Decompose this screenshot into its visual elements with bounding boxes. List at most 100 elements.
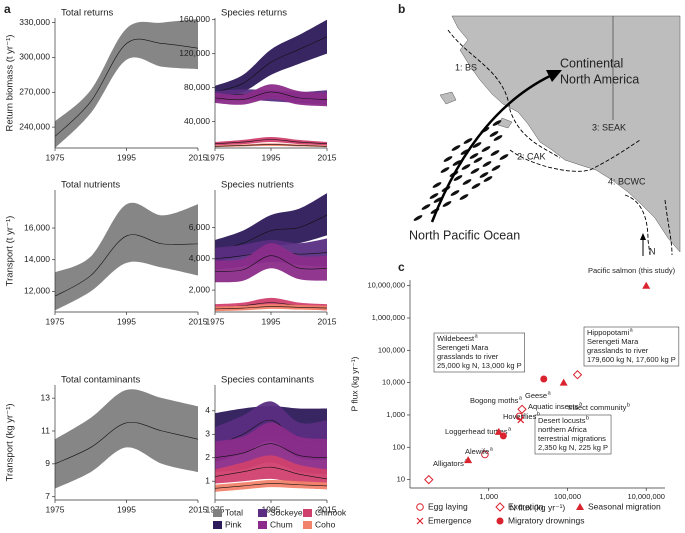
legend-marker xyxy=(576,503,584,510)
region-boundary xyxy=(509,139,641,172)
point-detail: northern Africa xyxy=(538,425,588,434)
y-tick-label: 13 xyxy=(41,392,51,402)
y-axis-label: Transport (kg yr⁻¹) xyxy=(5,403,16,481)
x-tick-label: 1975 xyxy=(46,504,65,514)
point xyxy=(642,281,651,289)
point-detail: terrestrial migrations xyxy=(538,434,606,443)
point-note: a xyxy=(579,401,583,407)
y-tick-label: 300,000 xyxy=(19,52,50,62)
legend-label: Seasonal migration xyxy=(588,501,661,511)
region-label: 4: BCWC xyxy=(608,176,646,186)
uncertainty-band xyxy=(215,422,327,475)
x-tick-label: 1975 xyxy=(46,316,65,326)
y-tick-label: 160,000 xyxy=(179,14,210,24)
legend-marker xyxy=(416,503,424,511)
point-detail: grasslands to river xyxy=(437,352,499,361)
north-label: N xyxy=(649,246,656,256)
y-tick-label: 11 xyxy=(41,425,50,435)
x-tick-label: 2015 xyxy=(318,316,337,326)
plot-area xyxy=(215,193,327,312)
point-label: Pacific salmon (this study) xyxy=(588,266,676,275)
fish xyxy=(450,190,460,196)
x-axis-label: N flux (kg yr⁻¹) xyxy=(510,502,566,512)
y-tick-label: 16,000 xyxy=(24,222,50,232)
mean-line xyxy=(215,255,327,272)
region-label: 2: CAK xyxy=(517,151,546,161)
point-label: Wildebeest xyxy=(437,334,475,343)
mean-line xyxy=(55,234,198,297)
fish xyxy=(490,150,500,156)
point-detail: 179,600 kg N, 17,600 kg P xyxy=(587,355,676,364)
legend-label: Coho xyxy=(315,519,336,529)
point-note: b xyxy=(627,402,630,408)
fish xyxy=(440,167,450,173)
map: 1: BS 2: CAK 3: SEAK 4: BCWC Continental… xyxy=(409,15,681,256)
legend-label: Pink xyxy=(225,519,242,529)
fish xyxy=(432,182,442,188)
x-tick-label: 1995 xyxy=(262,316,281,326)
point-detail: 25,000 kg N, 13,000 kg P xyxy=(437,361,522,370)
x-tick-label: 10,000,000 xyxy=(627,492,665,501)
point-label: Hoverflies xyxy=(503,412,537,421)
point xyxy=(494,427,503,435)
fish xyxy=(433,197,443,203)
y-tick-label: 270,000 xyxy=(19,87,50,97)
mean-line xyxy=(215,466,327,480)
uncertainty-band xyxy=(215,84,327,107)
uncertainty-band xyxy=(215,19,327,98)
panel-label: b xyxy=(398,2,405,16)
fish xyxy=(421,204,431,210)
fish xyxy=(481,146,491,152)
continent-label: Continental xyxy=(560,56,623,70)
legend-label: Migratory drownings xyxy=(508,515,585,525)
legend-label: Egg laying xyxy=(428,501,468,511)
point xyxy=(499,432,507,440)
chart-title: Species returns xyxy=(221,8,287,19)
y-tick-label: 100 xyxy=(392,442,405,451)
point-label: Aquatic insects xyxy=(528,402,579,411)
point-note: a xyxy=(508,426,512,432)
region-boundary xyxy=(447,29,561,159)
point-label: Bogong moths xyxy=(470,396,519,405)
y-axis-label: Return biomass (t yr⁻¹) xyxy=(5,35,16,132)
point-detail: 2,350 kg N, 225 kg P xyxy=(538,443,608,452)
point xyxy=(481,450,489,459)
point-label: Loggerhead turtles xyxy=(445,427,508,436)
point-label: Insect community xyxy=(568,403,627,412)
annotation-box xyxy=(583,326,680,367)
x-tick-label: 1975 xyxy=(46,152,65,162)
mean-line xyxy=(55,421,198,465)
fish xyxy=(462,179,472,185)
annotation-box xyxy=(534,414,612,455)
point-label: Geese xyxy=(525,391,547,400)
panel-label: a xyxy=(4,2,11,16)
point-note: b xyxy=(537,411,540,417)
north-arrow-head xyxy=(640,233,646,240)
plot-area xyxy=(55,389,198,489)
fish xyxy=(492,120,502,126)
x-tick-label: 2015 xyxy=(318,504,337,514)
point xyxy=(517,404,527,414)
y-tick-label: 10 xyxy=(397,475,405,484)
x-tick-label: 1995 xyxy=(262,504,281,514)
legend-marker xyxy=(495,502,505,512)
point xyxy=(517,416,525,424)
uncertainty-band xyxy=(215,143,327,148)
fish xyxy=(413,215,423,221)
legend-label: Total xyxy=(225,507,243,517)
fish xyxy=(463,138,473,144)
y-tick-label: 1,000,000 xyxy=(372,313,405,322)
mean-line xyxy=(215,306,327,310)
fish xyxy=(443,156,453,162)
fish xyxy=(499,154,509,160)
legend-swatch xyxy=(213,509,222,517)
panel-label: c xyxy=(398,260,405,274)
legend-marker xyxy=(496,517,504,525)
fish xyxy=(491,165,501,171)
y-tick-label: 100,000 xyxy=(378,345,405,354)
y-tick-label: 4,000 xyxy=(189,253,211,263)
fish xyxy=(469,153,479,159)
y-tick-label: 2,000 xyxy=(189,284,211,294)
legend-label: Excretion xyxy=(508,501,544,511)
